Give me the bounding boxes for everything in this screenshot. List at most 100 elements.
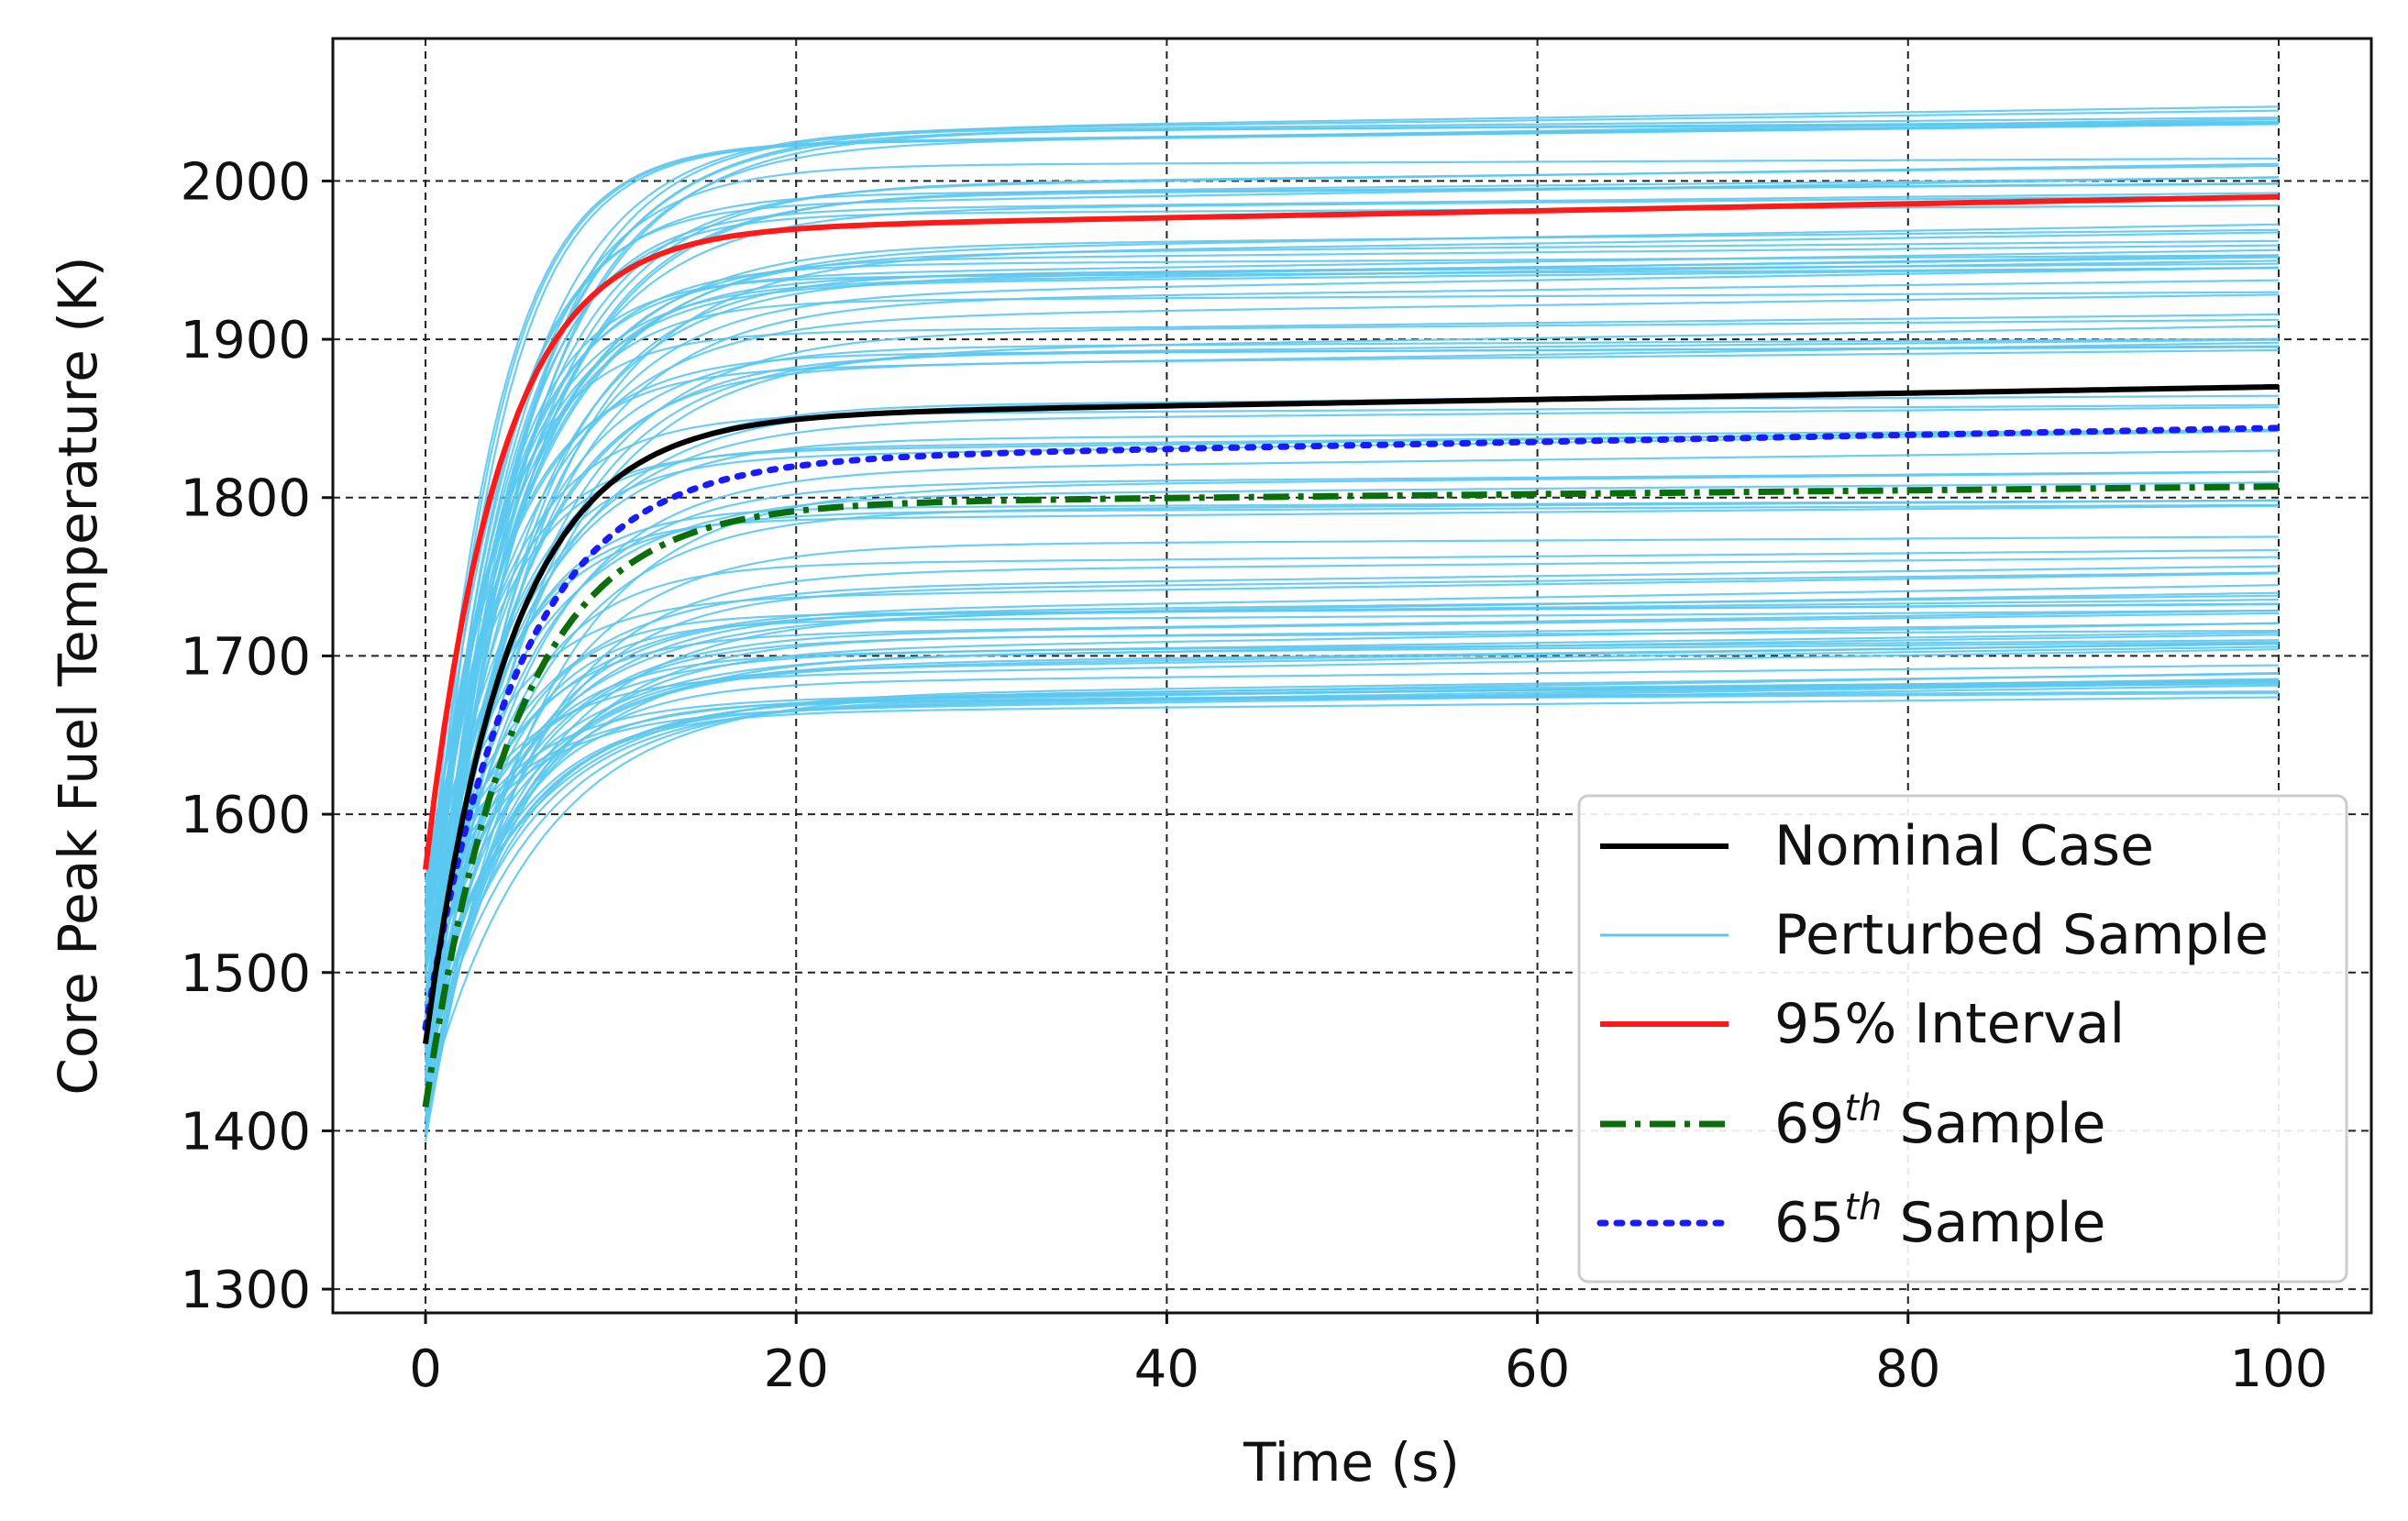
y-tick-label: 1300	[180, 1261, 311, 1320]
perturbed-sample-line	[424, 571, 2280, 1113]
perturbed-sample-line	[424, 622, 2280, 1053]
y-tick-label: 1500	[180, 944, 311, 1004]
perturbed-sample-line	[424, 182, 2280, 931]
perturbed-sample-line	[424, 244, 2280, 1076]
perturbed-sample-line	[424, 109, 2280, 964]
perturbed-sample-line	[424, 499, 2279, 1031]
perturbed-sample-line	[424, 117, 2280, 1122]
perturbed-sample-line	[424, 631, 2280, 1016]
legend-label-perturbed: Perturbed Sample	[1774, 903, 2269, 967]
perturbed-sample-line	[424, 556, 2280, 1142]
legend-69th-sup: th	[1844, 1087, 1882, 1130]
perturbed-sample-line	[424, 684, 2280, 920]
perturbed-sample-line	[424, 192, 2280, 1136]
perturbed-sample-line	[424, 603, 2280, 1075]
perturbed-sample-line	[424, 664, 2280, 1060]
x-tick-label: 60	[1505, 1339, 1570, 1399]
perturbed-sample-line	[424, 254, 2280, 963]
perturbed-sample-line	[424, 105, 2280, 933]
perturbed-sample-line	[424, 231, 2280, 1091]
y-tick-label: 1600	[180, 786, 311, 845]
y-tick-label: 1400	[180, 1102, 311, 1162]
perturbed-sample-line	[424, 176, 2280, 1031]
perturbed-sample-line	[424, 429, 2279, 975]
perturbed-samples	[424, 105, 2280, 1142]
legend-label-69th: 69th Sample	[1774, 1087, 2105, 1156]
perturbed-sample-line	[424, 116, 2280, 1135]
x-tick-label: 40	[1134, 1339, 1199, 1399]
perturbed-sample-line	[424, 279, 2280, 1038]
perturbed-sample-line	[424, 313, 2280, 958]
perturbed-sample-line	[424, 194, 2280, 955]
legend-69th-number: 69	[1774, 1092, 1844, 1156]
perturbed-sample-line	[424, 256, 2280, 1027]
perturbed-sample-line	[424, 293, 2280, 883]
sample-69th-line	[422, 483, 2280, 1108]
perturbed-sample-line	[424, 164, 2280, 1028]
legend-label-interval: 95% Interval	[1774, 992, 2125, 1056]
x-axis-title: Time (s)	[1243, 1431, 1460, 1493]
nominal-case-line	[423, 383, 2280, 1044]
perturbed-sample-line	[424, 641, 2280, 1019]
perturbed-sample-line	[424, 266, 2280, 1063]
plot-frame	[331, 37, 2373, 1315]
legend-65th-word: Sample	[1899, 1191, 2105, 1255]
perturbed-sample-line	[424, 122, 2280, 1020]
perturbed-sample-line	[424, 591, 2280, 1046]
perturbed-sample-line	[424, 406, 2280, 924]
y-tick-label: 2000	[180, 152, 311, 212]
legend-label-nominal: Nominal Case	[1774, 814, 2154, 878]
curves	[422, 105, 2282, 1142]
legend-65th-sup: th	[1844, 1186, 1882, 1229]
sample-65th-line	[422, 424, 2282, 1031]
x-tick-label: 0	[409, 1339, 442, 1399]
perturbed-sample-line	[424, 291, 2280, 1075]
legend-box	[1577, 794, 2348, 1284]
y-tick-label: 1700	[180, 627, 311, 687]
perturbed-sample-line	[424, 204, 2280, 1084]
perturbed-sample-line	[424, 267, 2279, 1035]
legend-label-65th: 65th Sample	[1774, 1186, 2105, 1255]
perturbed-sample-line	[424, 648, 2280, 906]
perturbed-sample-line	[424, 629, 2279, 1108]
perturbed-sample-line	[424, 643, 2280, 959]
perturbed-sample-line	[424, 696, 2280, 1073]
perturbed-sample-line	[424, 612, 2280, 1004]
interval-95-line	[423, 193, 2280, 870]
perturbed-sample-line	[424, 337, 2279, 977]
legend-69th-word: Sample	[1899, 1092, 2105, 1156]
perturbed-sample-line	[424, 345, 2280, 993]
perturbed-sample-line	[424, 481, 2280, 912]
perturbed-sample-line	[424, 609, 2280, 1075]
perturbed-sample-line	[424, 403, 2280, 909]
y-tick-label: 1900	[180, 311, 311, 370]
perturbed-sample-line	[424, 634, 2280, 935]
perturbed-sample-line	[424, 548, 2280, 1044]
y-tick-label: 1800	[180, 469, 311, 529]
x-tick-label: 20	[764, 1339, 829, 1399]
perturbed-sample-line	[424, 639, 2280, 903]
perturbed-sample-line	[424, 325, 2280, 1061]
perturbed-sample-line	[424, 584, 2280, 926]
perturbed-sample-line	[424, 449, 2280, 1047]
main-series	[422, 193, 2282, 1108]
perturbed-sample-line	[424, 176, 2280, 1050]
y-axis-title: Core Peak Fuel Temperature (K)	[47, 256, 109, 1095]
legend: Nominal Case Perturbed Sample 95% Interv…	[1577, 794, 2348, 1284]
perturbed-sample-line	[424, 338, 2280, 1119]
perturbed-sample-line	[424, 535, 2279, 1086]
perturbed-sample-line	[424, 428, 2280, 900]
x-tick-label: 100	[2230, 1339, 2328, 1399]
perturbed-sample-line	[424, 594, 2280, 1005]
x-tick-label: 80	[1875, 1339, 1940, 1399]
perturbed-sample-line	[424, 565, 2280, 916]
perturbed-sample-line	[424, 679, 2280, 1104]
perturbed-sample-line	[424, 348, 2280, 1053]
perturbed-sample-line	[424, 318, 2280, 1037]
axis-ticks: 0 20 40 60 80 100 1300 1400 1500 1600 1700 1800 1900…	[180, 152, 2327, 1399]
perturbed-sample-line	[424, 157, 2280, 1012]
perturbed-sample-line	[424, 609, 2280, 950]
perturbed-sample-line	[424, 228, 2280, 880]
legend-65th-number: 65	[1774, 1191, 1844, 1255]
